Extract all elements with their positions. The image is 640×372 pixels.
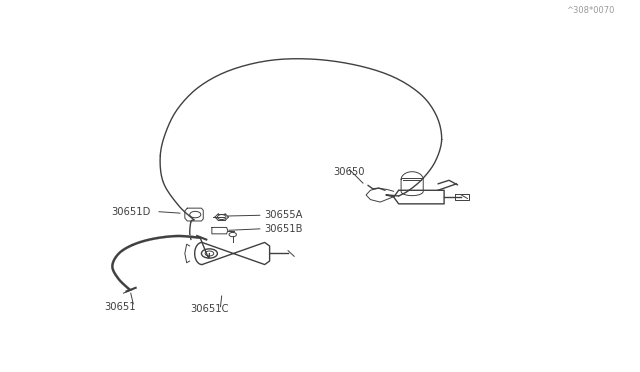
Text: 30650: 30650	[333, 167, 365, 177]
Text: 30651C: 30651C	[190, 304, 228, 314]
Text: ^308*0070: ^308*0070	[566, 6, 615, 15]
Text: 30651: 30651	[104, 302, 136, 312]
Text: 30655A: 30655A	[264, 210, 302, 220]
Text: 30651B: 30651B	[264, 224, 302, 234]
Text: 30651D: 30651D	[112, 207, 151, 217]
